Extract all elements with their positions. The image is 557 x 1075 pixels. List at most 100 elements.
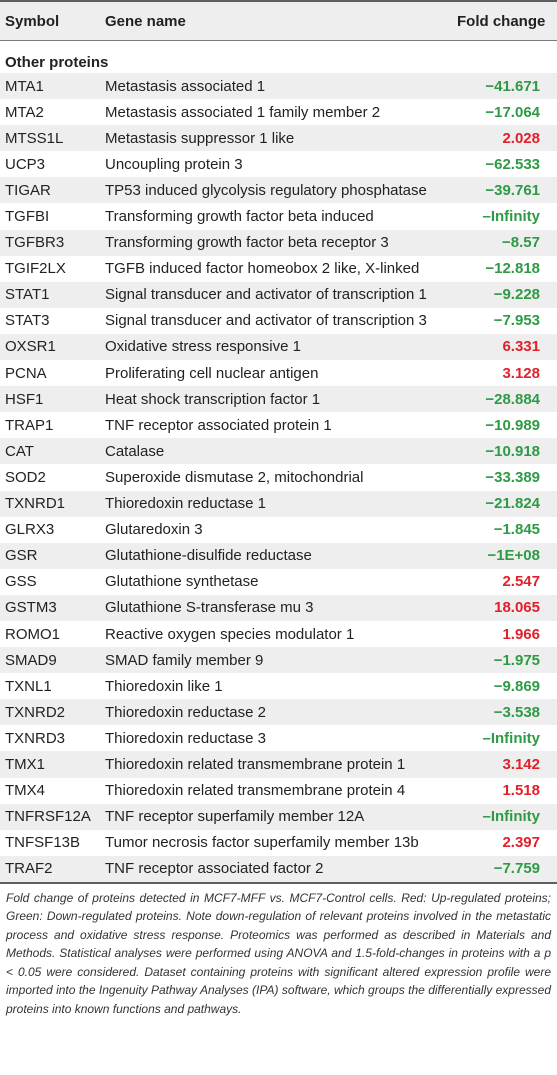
cell-fold-change: −7.953 [493, 312, 540, 330]
table-footnote: Fold change of proteins detected in MCF7… [6, 890, 551, 1016]
cell-fold-change: −9.869 [493, 677, 540, 695]
cell-fold-change: −1E+08 [487, 547, 540, 565]
cell-gene-name: Thioredoxin reductase 1 [105, 495, 266, 513]
cell-fold-change: −41.671 [485, 77, 540, 95]
cell-symbol: TIGAR [5, 181, 51, 199]
cell-gene-name: Thioredoxin related transmembrane protei… [105, 782, 406, 800]
cell-fold-change: 2.547 [502, 573, 540, 591]
cell-fold-change: 2.397 [502, 834, 540, 852]
cell-fold-change: –Infinity [482, 808, 540, 826]
cell-fold-change: −17.064 [485, 103, 540, 121]
table-row: GSS Glutathione synthetase 2.547 [0, 569, 557, 595]
header-rule [0, 40, 557, 41]
cell-fold-change: −10.918 [485, 442, 540, 460]
table-row: MTA2 Metastasis associated 1 family membe… [0, 99, 557, 125]
protein-table: Symbol Gene name Fold change Other prote… [0, 0, 557, 1016]
cell-gene-name: Glutathione-disulfide reductase [105, 547, 312, 565]
cell-fold-change: −12.818 [485, 260, 540, 278]
cell-symbol: TNFRSF12A [5, 808, 91, 826]
cell-fold-change: −62.533 [485, 155, 540, 173]
cell-fold-change: −21.824 [485, 495, 540, 513]
cell-gene-name: TNF receptor associated factor 2 [105, 860, 324, 878]
cell-fold-change: 18.065 [494, 599, 540, 617]
cell-symbol: MTA1 [5, 77, 44, 95]
header-fold-change: Fold change [457, 12, 546, 30]
table-row: ROMO1 Reactive oxygen species modulator 1… [0, 621, 557, 647]
table-row: TXNRD2 Thioredoxin reductase 2 −3.538 [0, 699, 557, 726]
cell-symbol: SOD2 [5, 468, 46, 486]
cell-fold-change: –Infinity [482, 208, 540, 226]
table-row: TMX4 Thioredoxin related transmembrane pr… [0, 778, 557, 804]
cell-gene-name: TP53 induced glycolysis regulatory phosp… [105, 181, 427, 199]
cell-symbol: TXNRD1 [5, 495, 66, 513]
cell-symbol: CAT [5, 442, 34, 460]
cell-gene-name: TNF receptor superfamily member 12A [105, 808, 365, 826]
cell-symbol: UCP3 [5, 155, 46, 173]
cell-symbol: TXNRD3 [5, 729, 66, 747]
top-rule [0, 0, 557, 2]
cell-gene-name: SMAD family member 9 [105, 651, 264, 669]
cell-fold-change: −1.975 [493, 651, 540, 669]
section-title: Other proteins [0, 41, 557, 73]
cell-gene-name: Uncoupling protein 3 [105, 155, 243, 173]
cell-gene-name: Glutathione synthetase [105, 573, 259, 591]
table-row: TNFRSF12A TNF receptor superfamily member… [0, 803, 557, 830]
cell-symbol: OXSR1 [5, 338, 56, 356]
cell-gene-name: Glutathione S-transferase mu 3 [105, 599, 314, 617]
cell-fold-change: −7.759 [493, 860, 540, 878]
table-row: TRAF2 TNF receptor associated factor 2 −7.… [0, 855, 557, 882]
table-row: TRAP1 TNF receptor associated protein 1 −1… [0, 412, 557, 438]
table-row: TGIF2LX TGFB induced factor homeobox 2 li… [0, 256, 557, 282]
cell-gene-name: TGFB induced factor homeobox 2 like, X-l… [105, 260, 420, 278]
cell-symbol: MTSS1L [5, 129, 64, 147]
cell-symbol: TRAF2 [5, 860, 53, 878]
cell-symbol: GSR [5, 547, 38, 565]
header-gene-name: Gene name [105, 12, 186, 30]
cell-gene-name: Transforming growth factor beta induced [105, 208, 374, 226]
table-row: MTA1 Metastasis associated 1 −41.671 [0, 73, 557, 100]
cell-gene-name: Reactive oxygen species modulator 1 [105, 625, 355, 643]
cell-symbol: GSTM3 [5, 599, 57, 617]
cell-fold-change: 1.518 [502, 782, 540, 800]
cell-fold-change: −9.228 [493, 286, 540, 304]
table-row: TXNRD1 Thioredoxin reductase 1 −21.824 [0, 490, 557, 517]
table-row: STAT1 Signal transducer and activator of … [0, 281, 557, 308]
cell-symbol: HSF1 [5, 390, 44, 408]
cell-symbol: TXNL1 [5, 677, 52, 695]
cell-symbol: ROMO1 [5, 625, 61, 643]
cell-gene-name: Thioredoxin like 1 [105, 677, 223, 695]
cell-symbol: STAT1 [5, 286, 50, 304]
table-row: CAT Catalase −10.918 [0, 438, 557, 465]
cell-gene-name: Metastasis suppressor 1 like [105, 129, 295, 147]
table-row: OXSR1 Oxidative stress responsive 1 6.331 [0, 333, 557, 361]
cell-gene-name: Thioredoxin related transmembrane protei… [105, 755, 406, 773]
table-row: SOD2 Superoxide dismutase 2, mitochondria… [0, 464, 557, 490]
cell-gene-name: Metastasis associated 1 [105, 77, 266, 95]
cell-gene-name: Signal transducer and activator of trans… [105, 312, 427, 330]
cell-symbol: GSS [5, 573, 37, 591]
cell-gene-name: Signal transducer and activator of trans… [105, 286, 427, 304]
cell-fold-change: 1.966 [502, 625, 540, 643]
cell-fold-change: –Infinity [482, 729, 540, 747]
cell-symbol: TXNRD2 [5, 703, 66, 721]
table-row: TMX1 Thioredoxin related transmembrane pr… [0, 751, 557, 778]
table-row: TXNL1 Thioredoxin like 1 −9.869 [0, 673, 557, 699]
bottom-rule [0, 881, 557, 884]
cell-fold-change: 2.028 [502, 129, 540, 147]
table-row: HSF1 Heat shock transcription factor 1 −28… [0, 386, 557, 413]
table-row: PCNA Proliferating cell nuclear antigen 3.… [0, 360, 557, 386]
header-symbol: Symbol [5, 12, 60, 30]
cell-gene-name: TNF receptor associated protein 1 [105, 416, 332, 434]
table-row: STAT3 Signal transducer and activator of … [0, 308, 557, 334]
cell-fold-change: −33.389 [485, 468, 540, 486]
cell-gene-name: Heat shock transcription factor 1 [105, 390, 321, 408]
cell-symbol: TGIF2LX [5, 260, 66, 278]
table-row: TGFBI Transforming growth factor beta ind… [0, 203, 557, 229]
cell-symbol: TGFBR3 [5, 234, 65, 252]
table-body: MTA1 Metastasis associated 1 −41.671 MTA2 Me… [0, 73, 557, 882]
cell-symbol: SMAD9 [5, 651, 57, 669]
cell-fold-change: −8.57 [502, 234, 540, 252]
cell-symbol: PCNA [5, 364, 47, 382]
table-row: GSR Glutathione-disulfide reductase −1E+08 [0, 542, 557, 569]
cell-fold-change: 6.331 [502, 338, 540, 356]
